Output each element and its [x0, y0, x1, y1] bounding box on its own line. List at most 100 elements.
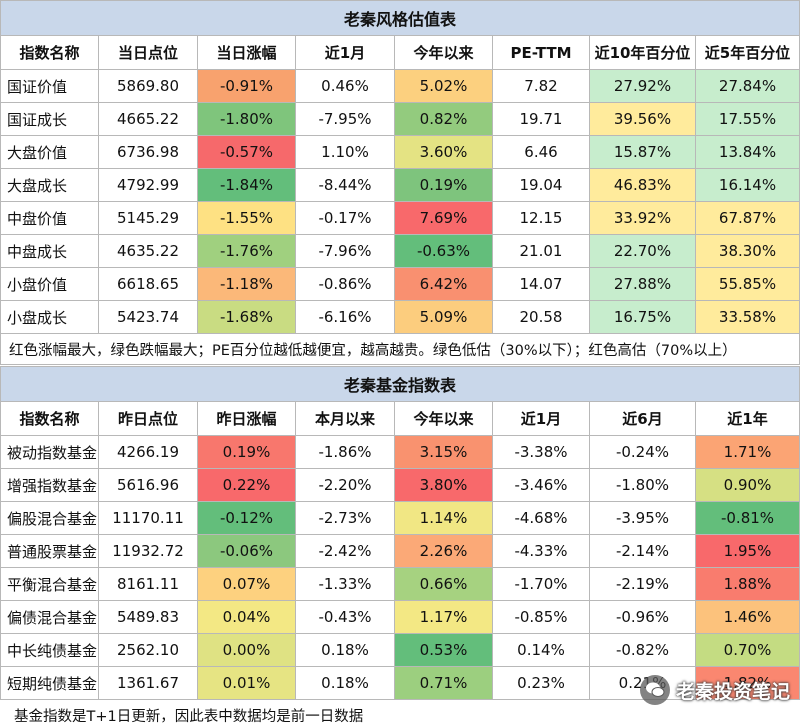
- table-cell[interactable]: 16.75%: [589, 300, 696, 334]
- table-cell[interactable]: 55.85%: [694, 267, 800, 301]
- table-cell[interactable]: 39.56%: [589, 102, 696, 136]
- table-cell[interactable]: -2.19%: [589, 567, 696, 601]
- table-cell[interactable]: 0.53%: [394, 633, 493, 667]
- table-cell[interactable]: 27.88%: [589, 267, 696, 301]
- table-cell[interactable]: 5.02%: [394, 69, 493, 103]
- table-cell[interactable]: -2.42%: [295, 534, 395, 568]
- table-cell[interactable]: -3.95%: [589, 501, 696, 535]
- table-cell[interactable]: 5869.80: [98, 69, 198, 103]
- table-cell[interactable]: 0.19%: [197, 435, 296, 469]
- table-cell[interactable]: -3.46%: [492, 468, 590, 502]
- table-cell[interactable]: 11170.11: [98, 501, 198, 535]
- table-cell[interactable]: 0.82%: [394, 102, 493, 136]
- column-header[interactable]: 当日涨幅: [197, 35, 296, 70]
- column-header[interactable]: 近6月: [589, 401, 696, 436]
- table-cell[interactable]: -0.24%: [589, 435, 696, 469]
- table-cell[interactable]: -1.80%: [589, 468, 696, 502]
- table-cell[interactable]: -0.82%: [589, 633, 696, 667]
- table-cell[interactable]: 19.04: [492, 168, 590, 202]
- table-cell[interactable]: -4.68%: [492, 501, 590, 535]
- table-cell[interactable]: 被动指数基金: [0, 435, 99, 469]
- column-header[interactable]: 今年以来: [394, 401, 493, 436]
- table-cell[interactable]: 1.14%: [394, 501, 493, 535]
- table-cell[interactable]: 15.87%: [589, 135, 696, 169]
- table-cell[interactable]: -8.44%: [295, 168, 395, 202]
- table-cell[interactable]: -1.68%: [197, 300, 296, 334]
- table-cell[interactable]: -1.84%: [197, 168, 296, 202]
- table-cell[interactable]: 14.07: [492, 267, 590, 301]
- table-cell[interactable]: -0.85%: [492, 600, 590, 634]
- table-cell[interactable]: -3.38%: [492, 435, 590, 469]
- table-cell[interactable]: -0.12%: [197, 501, 296, 535]
- table-cell[interactable]: 7.69%: [394, 201, 493, 235]
- table-cell[interactable]: 1.10%: [295, 135, 395, 169]
- table-cell[interactable]: 46.83%: [589, 168, 696, 202]
- table-cell[interactable]: 6618.65: [98, 267, 198, 301]
- table-cell[interactable]: 4665.22: [98, 102, 198, 136]
- table-cell[interactable]: 中盘价值: [0, 201, 99, 235]
- table-cell[interactable]: 3.80%: [394, 468, 493, 502]
- table-cell[interactable]: 3.60%: [394, 135, 493, 169]
- table-cell[interactable]: -1.80%: [197, 102, 296, 136]
- table-cell[interactable]: 1.17%: [394, 600, 493, 634]
- table-cell[interactable]: 短期纯债基金: [0, 666, 99, 700]
- table-cell[interactable]: 0.23%: [492, 666, 590, 700]
- table-cell[interactable]: 5423.74: [98, 300, 198, 334]
- table-cell[interactable]: -1.70%: [492, 567, 590, 601]
- table-cell[interactable]: 2562.10: [98, 633, 198, 667]
- table-cell[interactable]: 0.46%: [295, 69, 395, 103]
- table-cell[interactable]: 偏债混合基金: [0, 600, 99, 634]
- table-cell[interactable]: 国证价值: [0, 69, 99, 103]
- table-cell[interactable]: 67.87%: [694, 201, 800, 235]
- table-cell[interactable]: 4792.99: [98, 168, 198, 202]
- table-cell[interactable]: 0.14%: [492, 633, 590, 667]
- table-cell[interactable]: -1.76%: [197, 234, 296, 268]
- table-cell[interactable]: -7.96%: [295, 234, 395, 268]
- table-cell[interactable]: 0.04%: [197, 600, 296, 634]
- table-cell[interactable]: 27.92%: [589, 69, 696, 103]
- column-header[interactable]: 昨日点位: [98, 401, 198, 436]
- table-cell[interactable]: -0.43%: [295, 600, 395, 634]
- column-header[interactable]: 近5年百分位: [694, 35, 800, 70]
- table-cell[interactable]: 5489.83: [98, 600, 198, 634]
- table-cell[interactable]: 6.46: [492, 135, 590, 169]
- table-cell[interactable]: 0.01%: [197, 666, 296, 700]
- column-header[interactable]: 本月以来: [295, 401, 395, 436]
- table-cell[interactable]: 2.26%: [394, 534, 493, 568]
- table-cell[interactable]: 16.14%: [694, 168, 800, 202]
- table-cell[interactable]: 17.55%: [694, 102, 800, 136]
- table-cell[interactable]: 0.19%: [394, 168, 493, 202]
- table-cell[interactable]: -2.20%: [295, 468, 395, 502]
- table-cell[interactable]: 中盘成长: [0, 234, 99, 268]
- column-header[interactable]: PE-TTM: [492, 35, 590, 70]
- table-cell[interactable]: 小盘成长: [0, 300, 99, 334]
- table-cell[interactable]: -0.17%: [295, 201, 395, 235]
- table-cell[interactable]: 普通股票基金: [0, 534, 99, 568]
- table-cell[interactable]: 7.82: [492, 69, 590, 103]
- table-cell[interactable]: 20.58: [492, 300, 590, 334]
- column-header[interactable]: 近1年: [694, 401, 800, 436]
- table-cell[interactable]: 平衡混合基金: [0, 567, 99, 601]
- table-cell[interactable]: -2.14%: [589, 534, 696, 568]
- table-cell[interactable]: 国证成长: [0, 102, 99, 136]
- table-cell[interactable]: -4.33%: [492, 534, 590, 568]
- column-header[interactable]: 近10年百分位: [589, 35, 696, 70]
- column-header[interactable]: 昨日涨幅: [197, 401, 296, 436]
- table-cell[interactable]: -0.86%: [295, 267, 395, 301]
- column-header[interactable]: 指数名称: [0, 35, 99, 70]
- table-cell[interactable]: 大盘价值: [0, 135, 99, 169]
- table-cell[interactable]: 大盘成长: [0, 168, 99, 202]
- table-cell[interactable]: 偏股混合基金: [0, 501, 99, 535]
- table-cell[interactable]: 19.71: [492, 102, 590, 136]
- column-header[interactable]: 今年以来: [394, 35, 493, 70]
- table-cell[interactable]: 0.90%: [694, 468, 800, 502]
- column-header[interactable]: 指数名称: [0, 401, 99, 436]
- table-cell[interactable]: -1.33%: [295, 567, 395, 601]
- table-cell[interactable]: 1361.67: [98, 666, 198, 700]
- table-cell[interactable]: -1.18%: [197, 267, 296, 301]
- table-cell[interactable]: 4635.22: [98, 234, 198, 268]
- table-cell[interactable]: 增强指数基金: [0, 468, 99, 502]
- table-cell[interactable]: 0.22%: [197, 468, 296, 502]
- table-cell[interactable]: -6.16%: [295, 300, 395, 334]
- table-cell[interactable]: -1.86%: [295, 435, 395, 469]
